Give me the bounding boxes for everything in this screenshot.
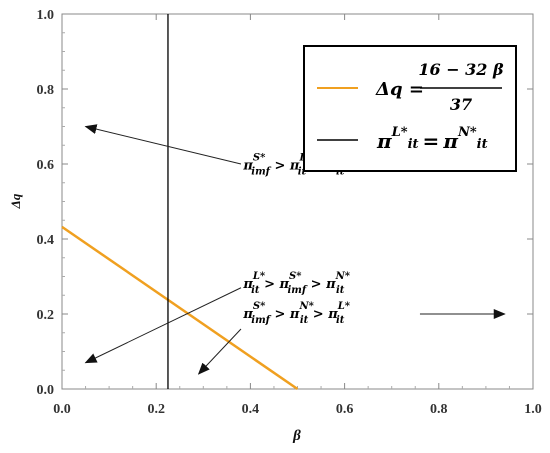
annotation-superscript: S* — [253, 301, 266, 312]
annotation-superscript: L* — [337, 301, 351, 312]
annotations: πS*imf > πL*it > πN*it πL*it > πS*imf > … — [242, 153, 350, 326]
series — [61, 14, 299, 391]
annotation-term: π — [242, 277, 253, 292]
annotation-subscript: imf — [287, 285, 307, 296]
legend-eq1-denominator: 37 — [450, 95, 472, 114]
series-line-dq — [61, 225, 299, 391]
annotation-term: > π — [311, 277, 336, 292]
legend-eq2-sup2: N* — [457, 125, 477, 140]
annotation-subscript: imf — [251, 315, 271, 326]
legend: Δq = 16 − 32 β 37 πL*it = πN*it — [303, 45, 517, 172]
annotation-subscript: it — [336, 315, 345, 326]
legend-eq2-pi1: π — [376, 129, 392, 153]
legend-eq1-lhs: Δq = — [375, 79, 424, 100]
annotation-subscript: it — [336, 285, 345, 296]
annotation-arrow-3-left — [197, 328, 242, 375]
annotation-arrow-2 — [84, 287, 242, 364]
legend-eq2-pi2: π — [442, 129, 458, 153]
legend-eq1-numerator: 16 − 32 β — [418, 60, 504, 79]
legend-box — [303, 45, 517, 172]
y-axis-label: Δq — [8, 193, 23, 209]
annotation-superscript: N* — [298, 301, 314, 312]
annotation-term: > π — [264, 277, 289, 292]
annotation-arrows — [84, 124, 506, 375]
annotation-superscript: L* — [252, 271, 266, 282]
y-tick-label: 0.4 — [37, 233, 55, 248]
annotation-subscript: it — [298, 167, 307, 178]
y-tick-label: 0.6 — [37, 158, 55, 173]
annotation-subscript: it — [336, 167, 345, 178]
annotation-subscript: it — [300, 315, 309, 326]
annotation-superscript: N* — [335, 271, 351, 282]
legend-eq2-sup1: L* — [391, 125, 408, 140]
annotation-term: π — [242, 307, 253, 322]
legend-eq2-eq: = — [423, 129, 440, 153]
legend-eq2: πL*it = πN*it — [376, 125, 488, 153]
annotation-text-3: πS* imf > πN* it > πL* it — [242, 301, 350, 326]
x-axis-label: β — [292, 428, 301, 444]
x-tick-label: 1.0 — [524, 402, 542, 417]
x-tick-label: 0.2 — [147, 402, 165, 417]
y-tick-label: 0.0 — [37, 383, 55, 398]
x-tick-label: 0.6 — [336, 402, 354, 417]
annotation-subscript: imf — [251, 167, 271, 178]
legend-eq2-sub2: it — [477, 137, 488, 152]
annotation-text-2: πL* it > πS* imf > πN* it — [242, 271, 350, 296]
annotation-arrow-1 — [84, 124, 242, 165]
x-tick-label: 0.4 — [242, 402, 260, 417]
annotation-subscript: it — [251, 285, 260, 296]
legend-eq2-sub1: it — [408, 137, 419, 152]
y-tick-label: 0.8 — [37, 83, 55, 98]
annotation-term: > π — [313, 307, 338, 322]
annotation-superscript: S* — [289, 271, 302, 282]
ticks: 0.0 0.2 0.4 0.6 0.8 1.0 0.0 0.2 0.4 0.6 0.8 1.0 — [37, 8, 542, 417]
x-tick-label: 0.8 — [430, 402, 448, 417]
y-tick-label: 0.2 — [37, 308, 55, 323]
x-tick-label: 0.0 — [53, 402, 71, 417]
annotation-term: π — [242, 159, 253, 174]
annotation-term: > π — [275, 307, 300, 322]
y-tick-label: 1.0 — [37, 8, 55, 23]
annotation-term: > π — [275, 159, 300, 174]
annotation-superscript: S* — [253, 153, 266, 164]
